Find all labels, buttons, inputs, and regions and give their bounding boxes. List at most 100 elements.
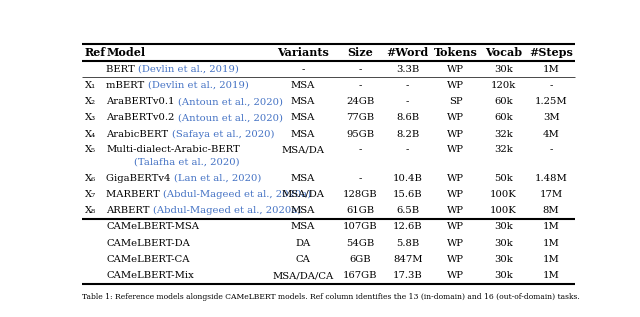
Text: (Devlin et al., 2019): (Devlin et al., 2019) bbox=[148, 81, 248, 90]
Text: MSA/DA: MSA/DA bbox=[282, 190, 324, 199]
Text: WP: WP bbox=[447, 271, 464, 280]
Text: 167GB: 167GB bbox=[342, 271, 377, 280]
Text: 30k: 30k bbox=[494, 271, 513, 280]
Text: 32k: 32k bbox=[494, 130, 513, 139]
Text: -: - bbox=[406, 145, 410, 154]
Text: Tokens: Tokens bbox=[433, 47, 477, 58]
Text: MSA: MSA bbox=[291, 130, 315, 139]
Text: 77GB: 77GB bbox=[346, 113, 374, 122]
Text: mBERT: mBERT bbox=[106, 81, 148, 90]
Text: #Word: #Word bbox=[387, 47, 429, 58]
Text: X₆: X₆ bbox=[84, 174, 95, 183]
Text: 1M: 1M bbox=[543, 239, 559, 248]
Text: MARBERT: MARBERT bbox=[106, 190, 163, 199]
Text: 60k: 60k bbox=[494, 97, 513, 106]
Text: (Lan et al., 2020): (Lan et al., 2020) bbox=[174, 174, 261, 183]
Text: MSA: MSA bbox=[291, 174, 315, 183]
Text: 24GB: 24GB bbox=[346, 97, 374, 106]
Text: WP: WP bbox=[447, 130, 464, 139]
Text: CAMeLBERT-CA: CAMeLBERT-CA bbox=[106, 255, 190, 264]
Text: -: - bbox=[358, 81, 362, 90]
Text: MSA: MSA bbox=[291, 206, 315, 215]
Text: 1M: 1M bbox=[543, 255, 559, 264]
Text: (Safaya et al., 2020): (Safaya et al., 2020) bbox=[172, 130, 274, 139]
Text: 4M: 4M bbox=[543, 130, 559, 139]
Text: 60k: 60k bbox=[494, 113, 513, 122]
Text: 1M: 1M bbox=[543, 223, 559, 231]
Text: (Antoun et al., 2020): (Antoun et al., 2020) bbox=[178, 97, 283, 106]
Text: 3.3B: 3.3B bbox=[396, 65, 419, 74]
Text: MSA: MSA bbox=[291, 223, 315, 231]
Text: -: - bbox=[406, 81, 410, 90]
Text: (Abdul-Mageed et al., 2020a): (Abdul-Mageed et al., 2020a) bbox=[163, 190, 312, 199]
Text: ArabicBERT: ArabicBERT bbox=[106, 130, 172, 139]
Text: #Steps: #Steps bbox=[529, 47, 573, 58]
Text: -: - bbox=[549, 145, 553, 154]
Text: (Devlin et al., 2019): (Devlin et al., 2019) bbox=[138, 65, 239, 74]
Text: X₇: X₇ bbox=[84, 190, 95, 199]
Text: 30k: 30k bbox=[494, 223, 513, 231]
Text: MSA: MSA bbox=[291, 97, 315, 106]
Text: WP: WP bbox=[447, 190, 464, 199]
Text: WP: WP bbox=[447, 206, 464, 215]
Text: CAMeLBERT-Mix: CAMeLBERT-Mix bbox=[106, 271, 194, 280]
Text: 95GB: 95GB bbox=[346, 130, 374, 139]
Text: -: - bbox=[549, 81, 553, 90]
Text: 128GB: 128GB bbox=[342, 190, 377, 199]
Text: WP: WP bbox=[447, 65, 464, 74]
Text: Table 1: Reference models alongside CAMeLBERT models. Ref column identifies the : Table 1: Reference models alongside CAMe… bbox=[83, 294, 580, 301]
Text: 1.25M: 1.25M bbox=[535, 97, 568, 106]
Text: -: - bbox=[406, 97, 410, 106]
Text: (Abdul-Mageed et al., 2020a): (Abdul-Mageed et al., 2020a) bbox=[153, 206, 301, 215]
Text: 1M: 1M bbox=[543, 271, 559, 280]
Text: GigaBERTv4: GigaBERTv4 bbox=[106, 174, 174, 183]
Text: 12.6B: 12.6B bbox=[393, 223, 422, 231]
Text: X₃: X₃ bbox=[84, 113, 95, 122]
Text: X₁: X₁ bbox=[84, 81, 95, 90]
Text: (Antoun et al., 2020): (Antoun et al., 2020) bbox=[178, 113, 283, 122]
Text: CAMeLBERT-MSA: CAMeLBERT-MSA bbox=[106, 223, 199, 231]
Text: WP: WP bbox=[447, 239, 464, 248]
Text: -: - bbox=[358, 65, 362, 74]
Text: 100K: 100K bbox=[490, 206, 516, 215]
Text: Ref: Ref bbox=[85, 47, 106, 58]
Text: 107GB: 107GB bbox=[342, 223, 377, 231]
Text: 17.3B: 17.3B bbox=[393, 271, 422, 280]
Text: BERT: BERT bbox=[106, 65, 138, 74]
Text: WP: WP bbox=[447, 145, 464, 154]
Text: (Talafha et al., 2020): (Talafha et al., 2020) bbox=[134, 158, 239, 167]
Text: Multi-dialect-Arabic-BERT: Multi-dialect-Arabic-BERT bbox=[106, 145, 240, 154]
Text: -: - bbox=[301, 65, 305, 74]
Text: 847M: 847M bbox=[393, 255, 422, 264]
Text: X₈: X₈ bbox=[84, 206, 95, 215]
Text: -: - bbox=[358, 145, 362, 154]
Text: WP: WP bbox=[447, 255, 464, 264]
Text: 15.6B: 15.6B bbox=[393, 190, 422, 199]
Text: WP: WP bbox=[447, 223, 464, 231]
Text: WP: WP bbox=[447, 113, 464, 122]
Text: DA: DA bbox=[295, 239, 310, 248]
Text: 6GB: 6GB bbox=[349, 255, 371, 264]
Text: 10.4B: 10.4B bbox=[393, 174, 422, 183]
Text: AraBERTv0.1: AraBERTv0.1 bbox=[106, 97, 178, 106]
Text: 17M: 17M bbox=[540, 190, 563, 199]
Text: CA: CA bbox=[296, 255, 310, 264]
Text: Vocab: Vocab bbox=[484, 47, 522, 58]
Text: 30k: 30k bbox=[494, 239, 513, 248]
Text: 6.5B: 6.5B bbox=[396, 206, 419, 215]
Text: MSA: MSA bbox=[291, 81, 315, 90]
Text: 120k: 120k bbox=[491, 81, 516, 90]
Text: MSA/DA: MSA/DA bbox=[282, 145, 324, 154]
Text: SP: SP bbox=[449, 97, 462, 106]
Text: 1.48M: 1.48M bbox=[535, 174, 568, 183]
Text: AraBERTv0.2: AraBERTv0.2 bbox=[106, 113, 178, 122]
Text: -: - bbox=[358, 174, 362, 183]
Text: 8.2B: 8.2B bbox=[396, 130, 419, 139]
Text: Model: Model bbox=[106, 47, 145, 58]
Text: Variants: Variants bbox=[277, 47, 329, 58]
Text: WP: WP bbox=[447, 174, 464, 183]
Text: 61GB: 61GB bbox=[346, 206, 374, 215]
Text: 1M: 1M bbox=[543, 65, 559, 74]
Text: 54GB: 54GB bbox=[346, 239, 374, 248]
Text: 50k: 50k bbox=[494, 174, 513, 183]
